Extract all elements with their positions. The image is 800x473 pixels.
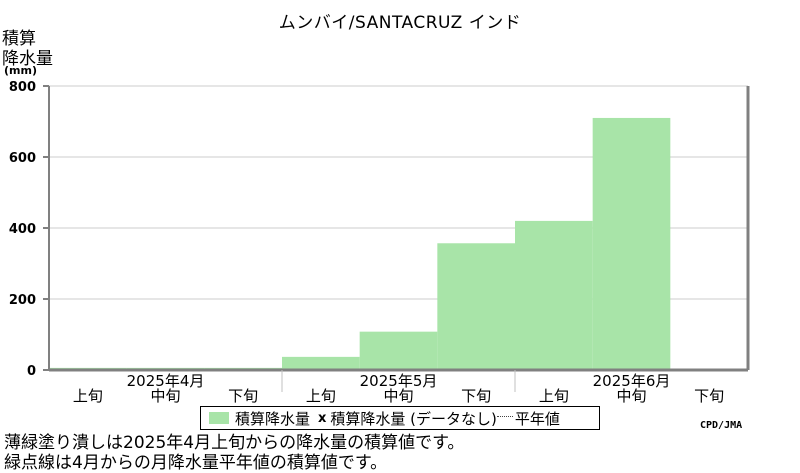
y-axis-label-line2: 降水量 (2, 49, 53, 69)
y-tick-label-200: 200 (9, 293, 36, 308)
month-label-0: 2025年4月 (127, 372, 205, 390)
note-line-1: 薄緑塗り潰しは2025年4月上旬からの降水量の積算値です。 (4, 433, 465, 453)
x-tick-label-5: 下旬 (461, 387, 491, 405)
chart-title: ムンバイ/SANTACRUZ インド (278, 13, 522, 33)
legend-swatch-accumulated (209, 412, 229, 424)
y-axis-unit: (mm) (4, 64, 37, 77)
legend-label-no-data: 積算降水量 (データなし) (330, 409, 497, 428)
y-tick-label-400: 400 (9, 222, 36, 237)
x-tick-label-2: 下旬 (228, 387, 258, 405)
x-tick-label-6: 上旬 (539, 387, 569, 405)
legend-label-accumulated: 積算降水量 (235, 409, 311, 428)
bar-3 (282, 356, 360, 370)
bar-4 (359, 331, 438, 370)
legend-dotted-line (496, 415, 513, 417)
bar-7 (592, 117, 671, 370)
y-axis-label-line1: 積算 (2, 29, 36, 49)
month-label-2: 2025年6月 (593, 372, 671, 390)
note-line-2: 緑点線は4月からの月降水量平年値の積算値です。 (4, 453, 388, 473)
legend-label-normal: 平年値 (514, 409, 560, 428)
y-tick-label-800: 800 (9, 80, 36, 95)
x-tick-label-4: 中旬 (383, 387, 413, 405)
credit-label: CPD/JMA (700, 420, 743, 431)
x-tick-label-3: 上旬 (306, 387, 336, 405)
bar-6 (515, 220, 593, 370)
legend: 積算降水量 x 積算降水量 (データなし) 平年値 (200, 406, 600, 430)
month-label-1: 2025年5月 (360, 372, 438, 390)
x-tick-label-8: 下旬 (694, 387, 724, 405)
y-tick-label-0: 0 (27, 364, 36, 379)
bar-5 (437, 243, 515, 370)
x-tick-label-7: 中旬 (616, 387, 646, 405)
x-tick-label-1: 中旬 (150, 387, 180, 405)
x-tick-label-0: 上旬 (73, 387, 103, 405)
y-tick-label-600: 600 (9, 151, 36, 166)
legend-mark-no-data: x (318, 410, 327, 426)
